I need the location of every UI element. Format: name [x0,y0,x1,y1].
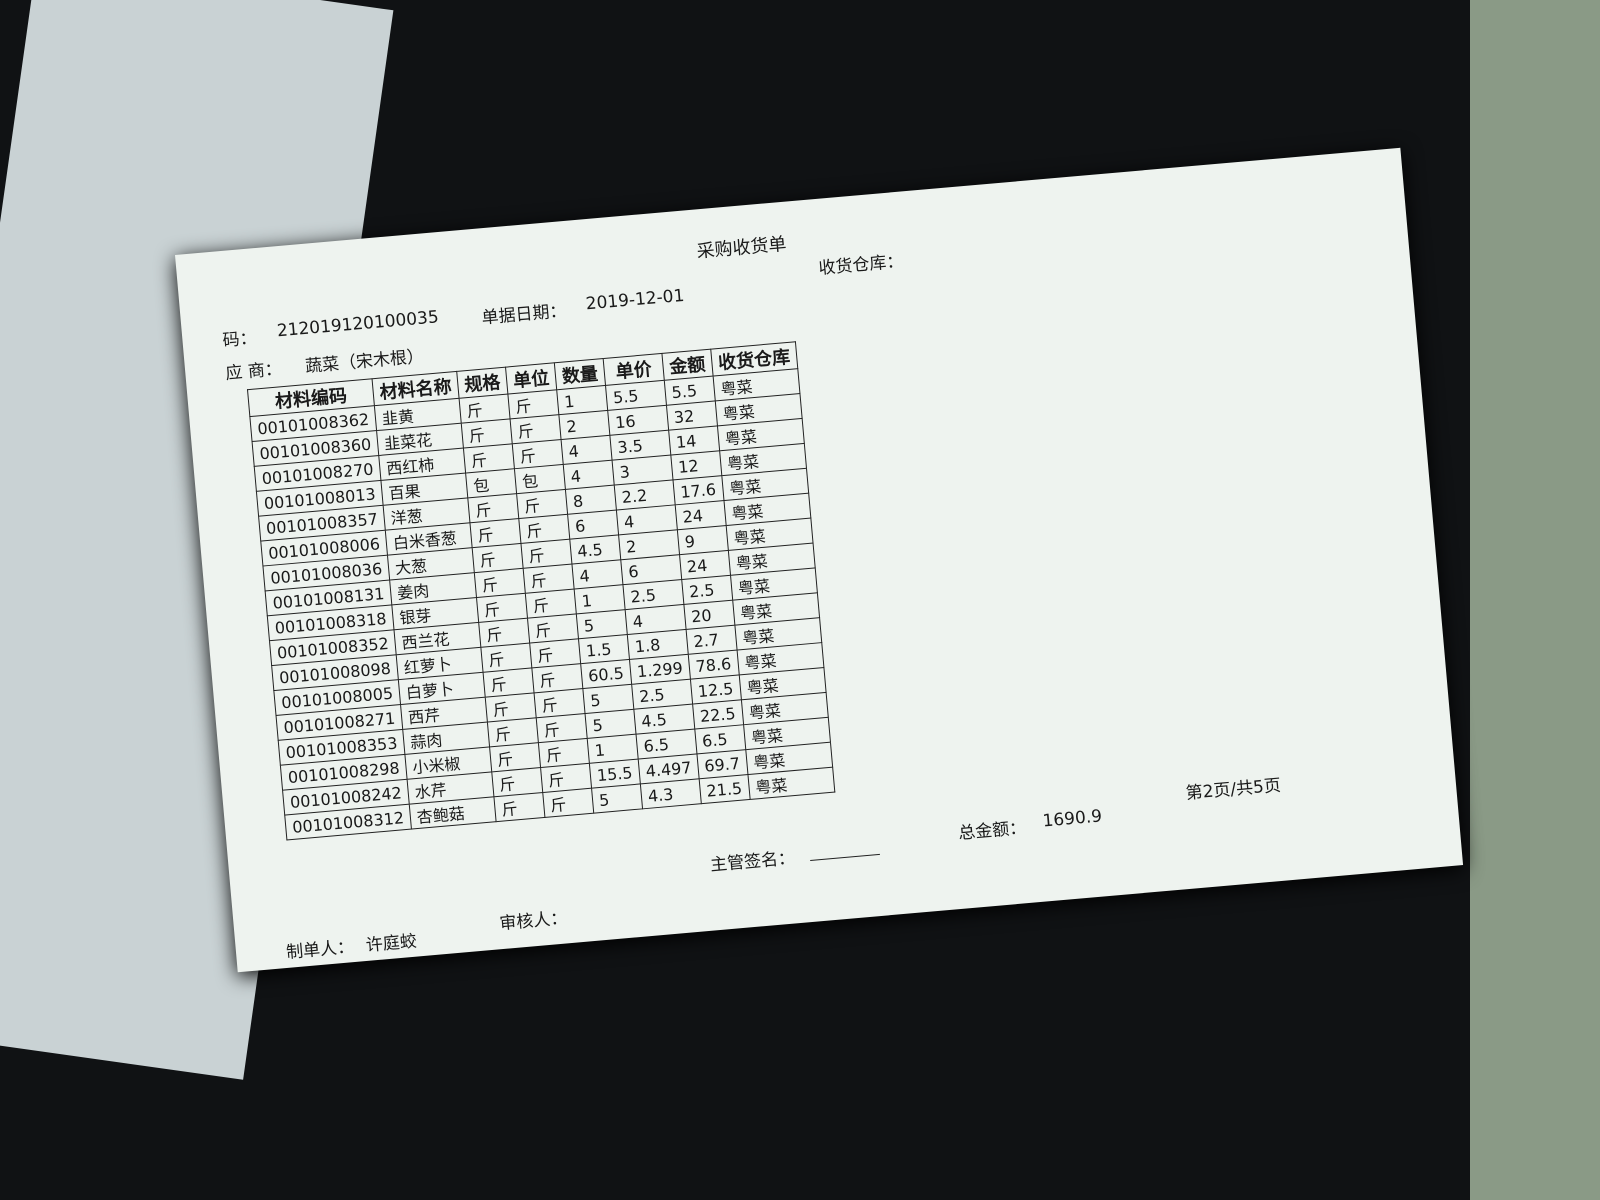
table-cell: 斤 [542,788,594,818]
maker: 许庭蛟 [365,931,418,956]
page-number: 第2页/共5页 [1184,775,1282,804]
supplier-label: 应 商： [224,359,283,385]
supplier: 蔬菜（宋木根） [304,346,425,378]
date: 2019-12-01 [584,285,686,315]
table-cell: 5 [591,783,643,814]
column-header: 数量 [554,358,606,390]
column-header: 规格 [456,367,508,399]
background-object [1470,0,1600,1200]
reviewer-label: 审核人： [498,908,569,935]
total: 1690.9 [1041,806,1103,832]
table-cell: 4.3 [640,778,702,809]
table-cell: 21.5 [698,774,750,804]
doc-no-label: 码： [221,328,258,352]
item-table: 材料编码 材料名称 规格 单位 数量 单价 金额 收货仓库 00101008362 韭黄斤斤 1 5.… [247,341,835,840]
manager-label: 主管签名： [709,848,796,876]
column-header: 单位 [505,362,557,395]
table-cell: 斤 [493,792,545,822]
column-header: 金额 [661,349,713,381]
maker-label: 制单人： [285,937,355,963]
receipt: 采购收货单 码： 212019120100035 单据日期： 2019-12-0… [175,147,1464,973]
title: 采购收货单 [695,233,788,263]
total-label: 总金额： [957,818,1028,844]
signature-line [808,835,880,861]
doc-no: 212019120100035 [276,307,440,342]
warehouse-label: 收货仓库： [817,251,905,279]
date-label: 单据日期： [480,301,568,329]
